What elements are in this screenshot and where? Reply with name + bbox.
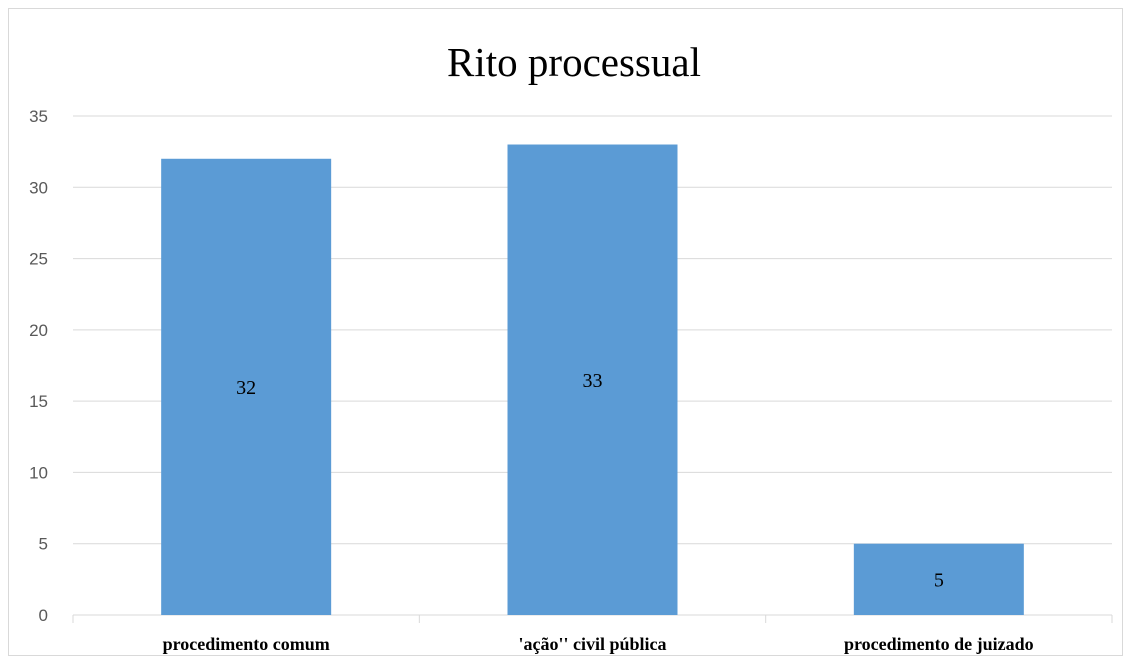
data-label: 32	[236, 377, 256, 399]
bar	[161, 158, 332, 615]
y-axis-tick-labels: 0 5 10 15 20 25 30 35	[29, 107, 48, 625]
y-tick-label: 20	[29, 321, 48, 340]
bars	[161, 144, 1024, 615]
x-tick-label: procedimento comum	[163, 634, 330, 654]
bar	[507, 144, 678, 615]
data-label: 5	[934, 569, 944, 591]
data-labels: 32 33 5	[236, 370, 944, 592]
x-axis-tick-labels: procedimento comum 'ação'' civil pública p…	[163, 634, 1034, 654]
y-tick-label: 35	[29, 107, 48, 126]
bar	[853, 543, 1024, 615]
chart-title: Rito processual	[447, 39, 701, 85]
y-tick-label: 25	[29, 250, 48, 269]
x-tick-label: procedimento de juizado	[844, 634, 1034, 654]
y-tick-label: 0	[39, 606, 48, 625]
y-tick-label: 10	[29, 463, 48, 482]
x-tick-label: 'ação'' civil pública	[518, 634, 666, 654]
y-tick-label: 15	[29, 392, 48, 411]
y-tick-label: 5	[39, 535, 48, 554]
data-label: 33	[583, 370, 603, 392]
y-tick-label: 30	[29, 178, 48, 197]
